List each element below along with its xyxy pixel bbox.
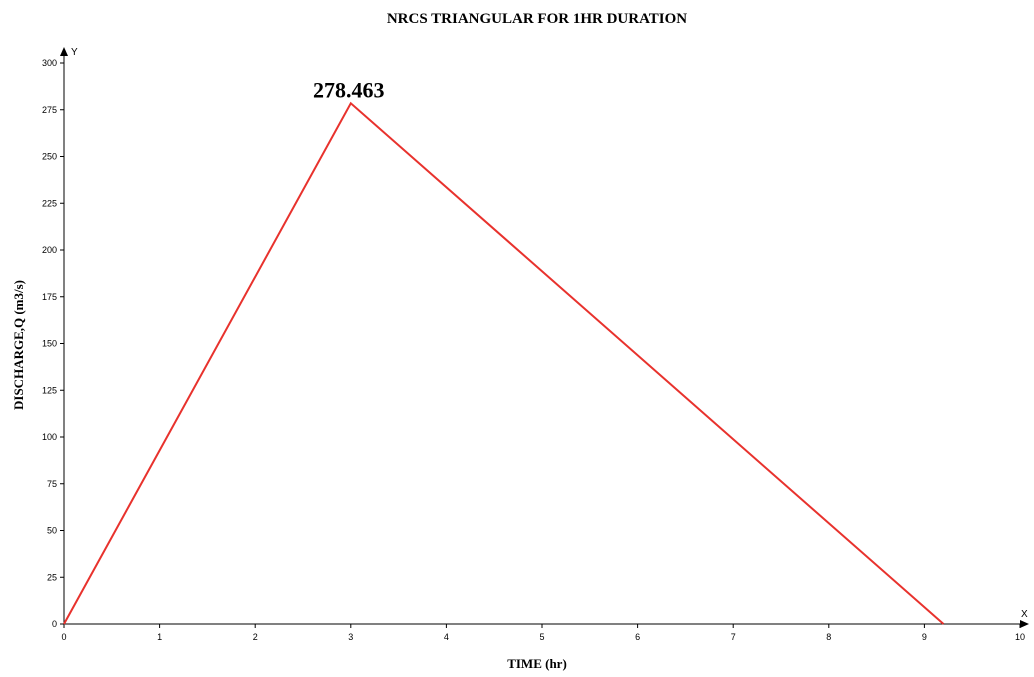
- y-tick-label: 0: [52, 619, 57, 629]
- y-tick-label: 200: [42, 245, 57, 255]
- x-tick-label: 0: [61, 632, 66, 642]
- x-tick-label: 8: [826, 632, 831, 642]
- x-tick-label: 3: [348, 632, 353, 642]
- y-tick-label: 50: [47, 526, 57, 536]
- x-tick-label: 6: [635, 632, 640, 642]
- x-tick-label: 7: [731, 632, 736, 642]
- x-axis-label: TIME (hr): [507, 656, 567, 671]
- y-ticks: 0 25 50 75 100 125 150 175 200 225 250 275 300: [42, 58, 64, 629]
- y-tick-label: 175: [42, 292, 57, 302]
- annotation-layer: 278.463: [313, 77, 385, 102]
- y-tick-label: 225: [42, 198, 57, 208]
- series-layer: [63, 101, 945, 625]
- peak-value-label: 278.463: [313, 77, 385, 102]
- y-tick-label: 250: [42, 152, 57, 162]
- y-tick-label: 300: [42, 58, 57, 68]
- y-axis-letter: Y: [71, 47, 78, 58]
- series-line: [63, 101, 945, 625]
- x-tick-label: 5: [539, 632, 544, 642]
- x-axis: X 0 1 2 3 4 5 6 7 8 9 10: [61, 609, 1029, 642]
- x-ticks: 0 1 2 3 4 5 6 7 8 9 10: [61, 624, 1025, 642]
- x-axis-letter: X: [1021, 609, 1028, 620]
- x-tick-label: 10: [1015, 632, 1025, 642]
- x-axis-arrow-icon: [1020, 620, 1029, 628]
- y-tick-label: 125: [42, 385, 57, 395]
- y-tick-label: 150: [42, 339, 57, 349]
- y-tick-label: 75: [47, 479, 57, 489]
- y-axis-label: DISCHARGE,Q (m3/s): [11, 280, 26, 410]
- y-axis: Y 0 25 50 75 100 125 150 175 200 225 250 275 300: [42, 47, 78, 629]
- y-tick-label: 100: [42, 432, 57, 442]
- x-tick-label: 9: [922, 632, 927, 642]
- y-tick-label: 275: [42, 105, 57, 115]
- y-axis-arrow-icon: [60, 47, 68, 56]
- x-tick-label: 4: [444, 632, 449, 642]
- x-tick-label: 2: [253, 632, 258, 642]
- x-tick-label: 1: [157, 632, 162, 642]
- chart-title: NRCS TRIANGULAR FOR 1HR DURATION: [387, 11, 687, 27]
- y-tick-label: 25: [47, 572, 57, 582]
